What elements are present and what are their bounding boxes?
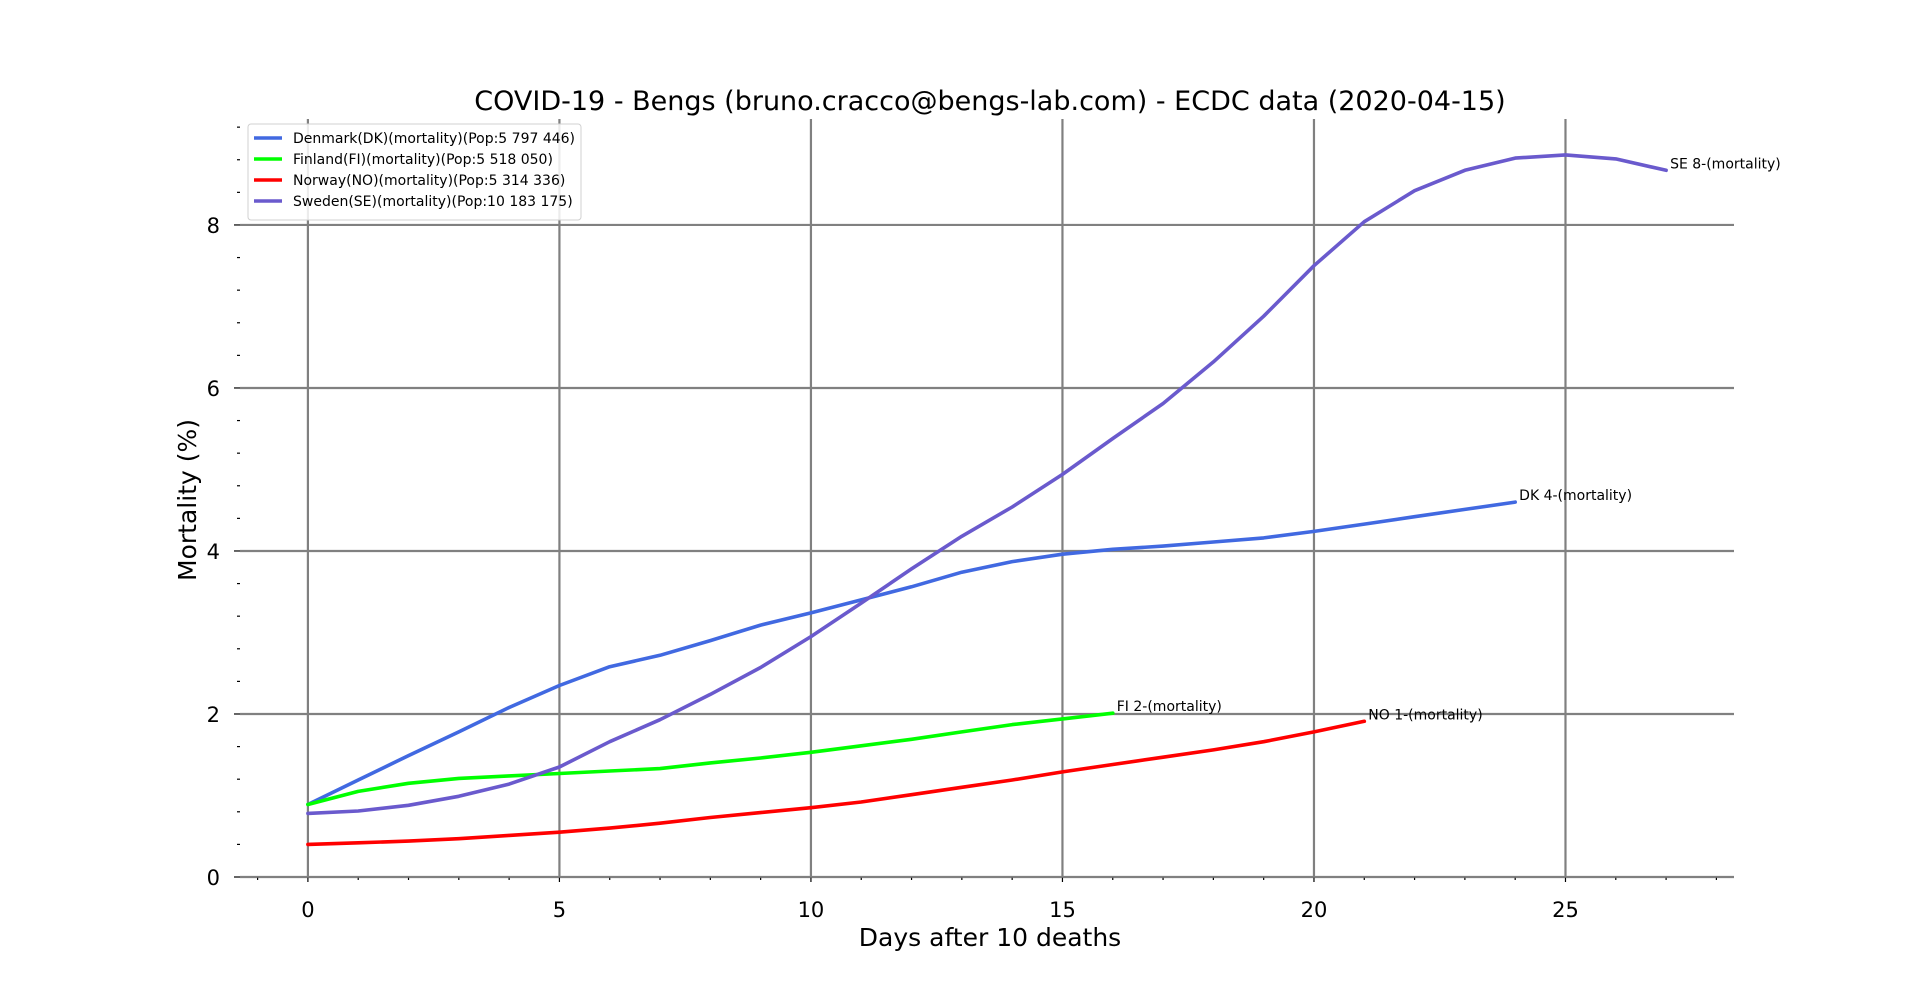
series-line: [306, 153, 1668, 816]
y-tick-label: 8: [207, 214, 220, 238]
legend-label: Denmark(DK)(mortality)(Pop:5 797 446): [293, 131, 575, 147]
x-tick-label: 10: [798, 898, 825, 922]
y-axis-label: Mortality (%): [173, 419, 202, 581]
series-annotations: DK 4-(mortality) FI 2-(mortality) NO 1-(mo…: [1117, 156, 1781, 723]
x-tick-label: 15: [1049, 898, 1076, 922]
series-line: [306, 500, 1517, 807]
series-lines: [306, 153, 1668, 847]
chart-title: COVID-19 - Bengs (bruno.cracco@bengs-lab…: [474, 86, 1505, 117]
x-axis-label: Days after 10 deaths: [859, 923, 1121, 952]
series-end-label: FI 2-(mortality): [1117, 699, 1222, 715]
legend: Denmark(DK)(mortality)(Pop:5 797 446) Fin…: [247, 123, 582, 221]
y-tick-label: 4: [207, 540, 220, 564]
series-line: [306, 719, 1367, 847]
series-line: [306, 711, 1115, 807]
y-tick-label: 0: [207, 866, 220, 890]
series-end-label: DK 4-(mortality): [1519, 488, 1632, 504]
legend-box: [247, 123, 582, 221]
legend-label: Sweden(SE)(mortality)(Pop:10 183 175): [293, 194, 573, 210]
x-tick-label: 0: [301, 898, 314, 922]
x-tick-label: 20: [1301, 898, 1328, 922]
legend-label: Norway(NO)(mortality)(Pop:5 314 336): [293, 173, 565, 189]
x-tick-label: 5: [553, 898, 566, 922]
series-end-label: SE 8-(mortality): [1670, 156, 1781, 172]
y-tick-label: 2: [207, 703, 220, 727]
axes: 0 5 10 15 20 25 0 2 4 6 8: [207, 126, 1734, 922]
legend-label: Finland(FI)(mortality)(Pop:5 518 050): [293, 152, 553, 168]
x-tick-label: 25: [1552, 898, 1579, 922]
series-end-label: NO 1-(mortality): [1368, 707, 1482, 723]
y-tick-label: 6: [207, 377, 220, 401]
grid-lines: [240, 119, 1734, 879]
